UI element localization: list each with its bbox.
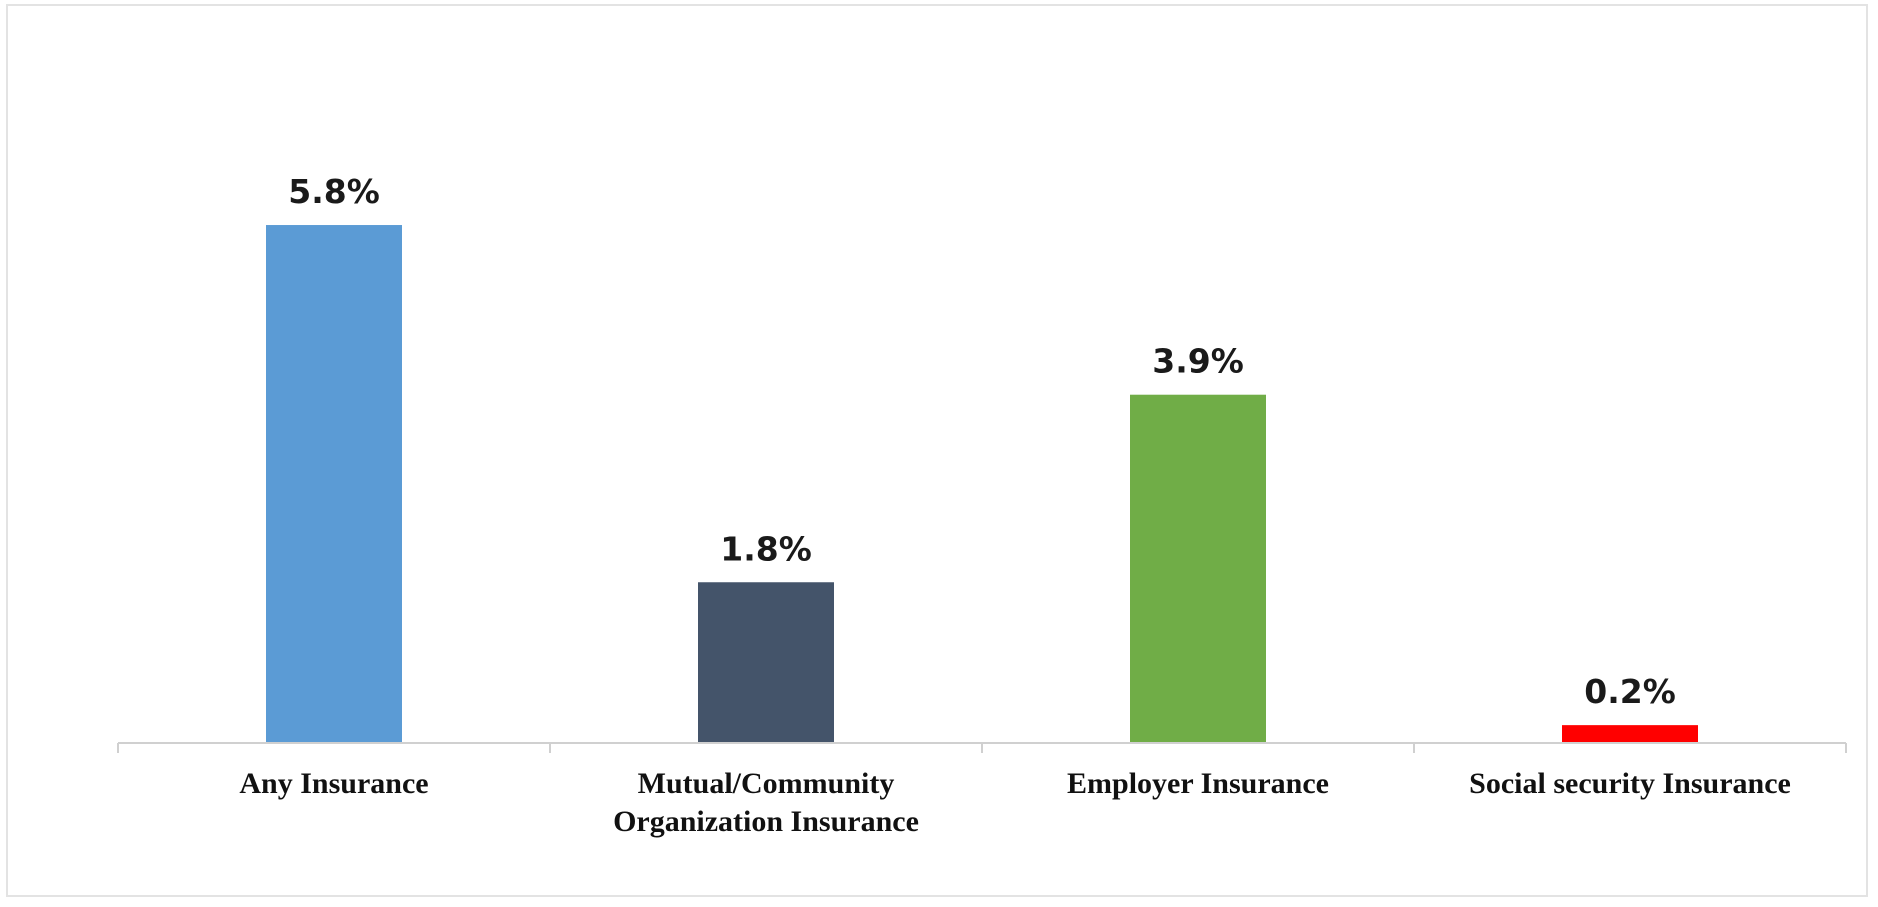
category-label: Employer Insurance <box>1067 767 1329 800</box>
labels-layer: 5.8% Any Insurance 1.8% Mutual/Community Org… <box>239 172 1790 838</box>
data-label: 3.9% <box>1152 342 1244 381</box>
bars-layer <box>266 225 1698 743</box>
bar <box>266 225 402 743</box>
bar <box>1562 725 1698 743</box>
data-label: 5.8% <box>288 172 380 211</box>
bar <box>698 582 834 743</box>
data-label: 1.8% <box>720 529 812 568</box>
data-label: 0.2% <box>1584 672 1676 711</box>
category-label: Social security Insurance <box>1469 767 1791 800</box>
category-label: Any Insurance <box>239 767 428 800</box>
bar <box>1130 394 1266 743</box>
category-label: Mutual/Community Organization Insurance <box>613 767 919 838</box>
x-axis <box>117 742 1847 753</box>
